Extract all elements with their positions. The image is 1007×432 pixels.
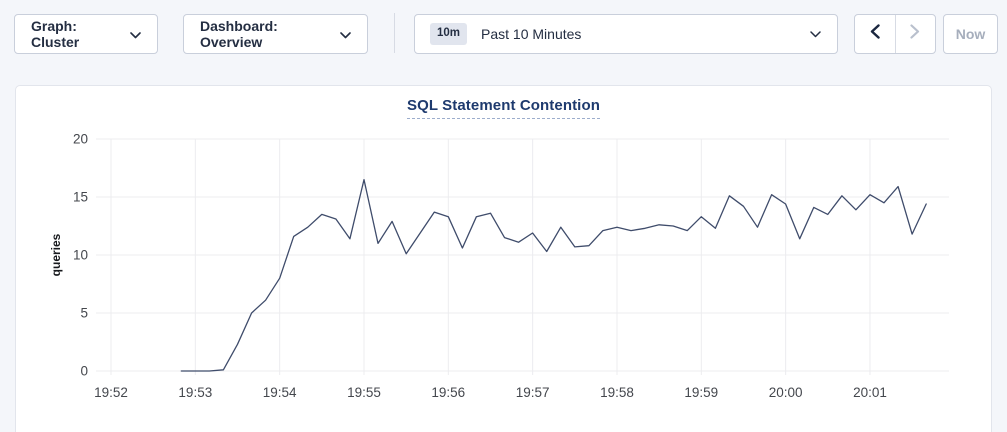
x-tick-label: 19:52: [94, 385, 128, 400]
chevron-down-icon: [340, 26, 351, 42]
time-range-badge: 10m: [430, 23, 468, 45]
chevron-down-icon: [810, 25, 821, 43]
graph-dropdown-label: Graph: Cluster: [31, 18, 80, 50]
x-tick-label: 19:53: [178, 385, 212, 400]
y-tick-label: 0: [80, 364, 88, 379]
x-tick-label: 19:54: [263, 385, 297, 400]
x-tick-label: 19:59: [684, 385, 718, 400]
line-chart[interactable]: 0 5 10 15 20 19:52 19:53 19:54 19:55 19:56 19:57 19…: [16, 86, 993, 432]
chevron-left-icon: [870, 24, 880, 44]
chart-title-link[interactable]: SQL Statement Contention: [407, 97, 600, 119]
graph-dropdown[interactable]: Graph: Cluster: [14, 14, 158, 54]
time-nav-group: [854, 14, 936, 54]
x-tick-label: 19:56: [431, 385, 465, 400]
time-range-label: Past 10 Minutes: [481, 26, 582, 42]
chevron-down-icon: [130, 26, 141, 42]
now-button-label: Now: [955, 26, 986, 42]
time-range-selector[interactable]: 10m Past 10 Minutes: [414, 14, 838, 54]
chart-grid: [96, 138, 949, 375]
now-button[interactable]: Now: [943, 14, 998, 54]
dashboard-dropdown[interactable]: Dashboard: Overview: [183, 14, 368, 54]
y-tick-label: 5: [80, 306, 88, 321]
series-queries-line: [180, 178, 927, 372]
next-time-button[interactable]: [896, 15, 936, 53]
x-tick-label: 20:01: [853, 385, 887, 400]
x-tick-label: 19:58: [600, 385, 634, 400]
x-tick-label: 20:00: [769, 385, 803, 400]
x-tick-label: 19:55: [347, 385, 381, 400]
y-tick-label: 15: [73, 190, 88, 205]
y-tick-label: 10: [73, 248, 88, 263]
prev-time-button[interactable]: [855, 15, 896, 53]
y-axis-label: queries: [49, 233, 63, 276]
chart-card: SQL Statement Contention 0 5 10 15 20 19:52 19…: [15, 85, 992, 432]
x-tick-label: 19:57: [516, 385, 550, 400]
chevron-right-icon: [910, 24, 920, 44]
toolbar-divider: [394, 13, 395, 53]
chart-title-row: SQL Statement Contention: [16, 97, 991, 119]
y-tick-label: 20: [73, 132, 88, 147]
chart-axis-labels: 0 5 10 15 20 19:52 19:53 19:54 19:55 19:56 19:57 19…: [49, 132, 887, 401]
dashboard-dropdown-label: Dashboard: Overview: [200, 18, 278, 50]
